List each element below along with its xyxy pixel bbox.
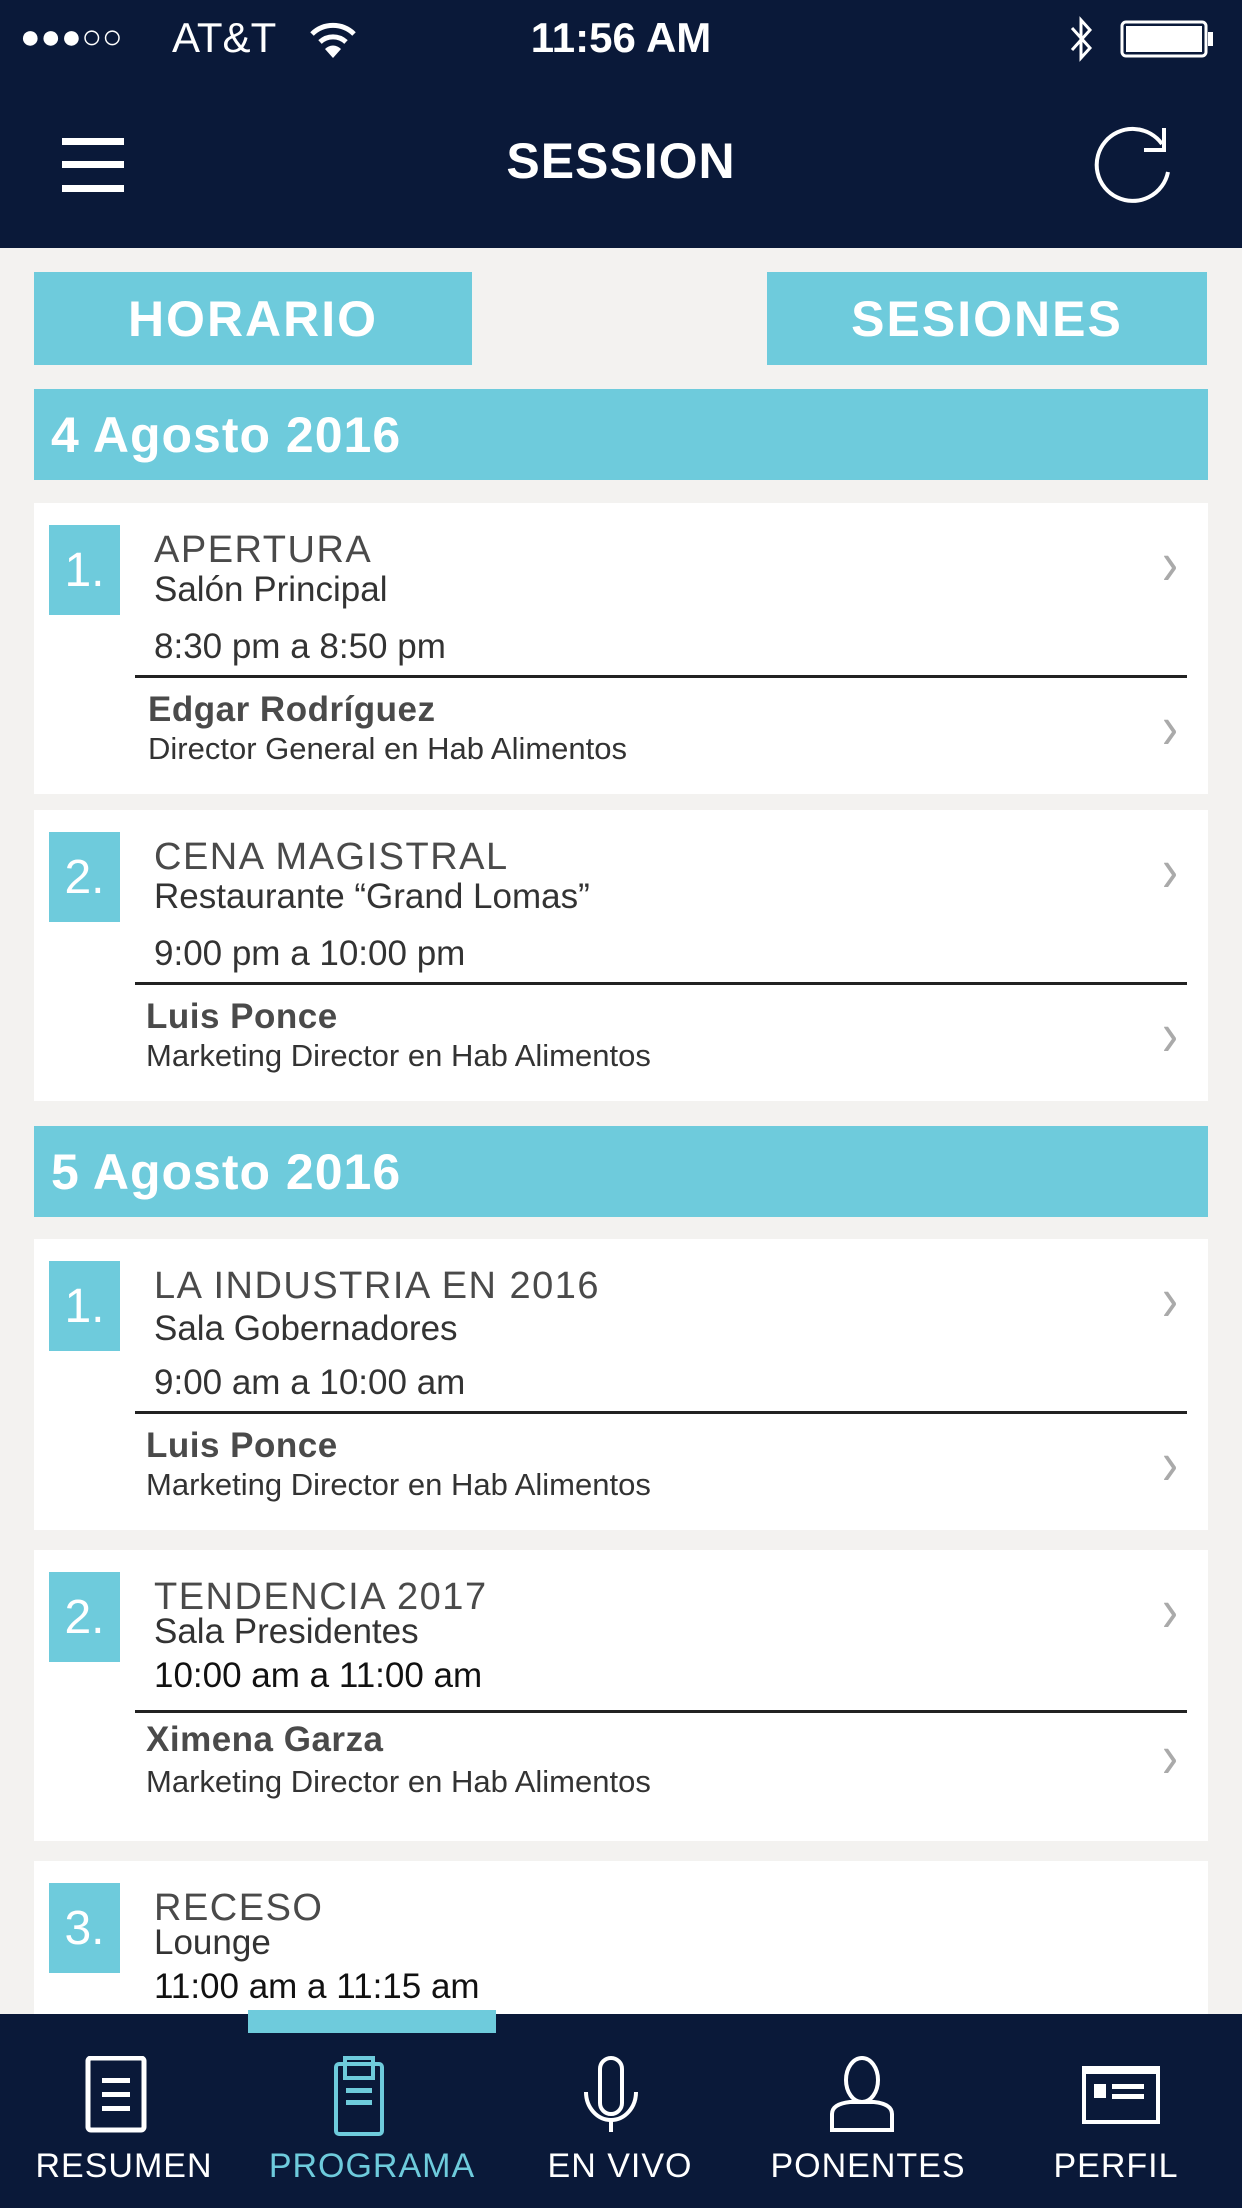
- battery-icon: [1120, 20, 1213, 58]
- session-room: Sala Presidentes: [154, 1612, 419, 1651]
- tab-programa[interactable]: PROGRAMA: [248, 2014, 496, 2208]
- sesiones-button[interactable]: SESIONES: [767, 272, 1207, 365]
- divider: [135, 982, 1187, 985]
- session-number: 1.: [49, 525, 120, 615]
- refresh-icon[interactable]: [1092, 122, 1178, 208]
- chevron-right-icon[interactable]: ›: [1162, 530, 1178, 599]
- tab-perfil[interactable]: PERFIL: [992, 2014, 1240, 2208]
- session-room: Sala Gobernadores: [154, 1309, 458, 1348]
- divider: [135, 1710, 1187, 1713]
- session-card[interactable]: 2. TENDENCIA 2017 Sala Presidentes 10:00…: [34, 1550, 1208, 1841]
- page-title: SESSION: [506, 133, 736, 189]
- status-bar: ●●●○○ AT&T 11:56 AM: [0, 14, 1242, 74]
- person-icon: [830, 2056, 894, 2132]
- session-card[interactable]: 1. LA INDUSTRIA EN 2016 Sala Gobernadore…: [34, 1239, 1208, 1530]
- speaker-role: Marketing Director en Hab Alimentos: [146, 1038, 651, 1073]
- session-time: 9:00 am a 10:00 am: [154, 1363, 466, 1402]
- tab-label: EN VIVO: [547, 2147, 693, 2185]
- signal-icon: ●●●○○: [20, 18, 123, 56]
- tab-resumen[interactable]: RESUMEN: [0, 2014, 248, 2208]
- session-title: APERTURA: [154, 529, 373, 571]
- document-icon: [85, 2056, 147, 2133]
- session-room: Salón Principal: [154, 570, 388, 609]
- carrier: AT&T: [172, 14, 277, 61]
- date-header: 5 Agosto 2016: [34, 1126, 1208, 1217]
- bluetooth-icon: [1070, 16, 1093, 62]
- tab-en-vivo[interactable]: EN VIVO: [496, 2014, 744, 2208]
- session-number: 2.: [49, 1572, 120, 1662]
- speaker-name[interactable]: Ximena Garza: [146, 1720, 384, 1759]
- tab-label: PERFIL: [1053, 2147, 1179, 2185]
- wifi-icon: [310, 22, 356, 58]
- session-card[interactable]: 1. APERTURA Salón Principal 8:30 pm a 8:…: [34, 503, 1208, 794]
- tab-label: RESUMEN: [35, 2147, 213, 2185]
- date-header: 4 Agosto 2016: [34, 389, 1208, 480]
- microphone-icon: [584, 2056, 638, 2132]
- clock: 11:56 AM: [530, 14, 712, 61]
- session-card[interactable]: 3. RECESO Lounge 11:00 am a 11:15 am: [34, 1861, 1208, 2021]
- menu-icon[interactable]: [62, 136, 126, 194]
- speaker-name[interactable]: Luis Ponce: [146, 997, 338, 1036]
- session-time: 10:00 am a 11:00 am: [154, 1656, 483, 1695]
- chevron-right-icon[interactable]: ›: [1162, 1001, 1178, 1070]
- session-title: CENA MAGISTRAL: [154, 836, 509, 878]
- session-card[interactable]: 2. CENA MAGISTRAL Restaurante “Grand Lom…: [34, 810, 1208, 1101]
- chevron-right-icon[interactable]: ›: [1162, 1266, 1178, 1335]
- session-room: Restaurante “Grand Lomas”: [154, 877, 590, 916]
- session-time: 11:00 am a 11:15 am: [154, 1967, 480, 2006]
- active-tab-indicator: [248, 2010, 496, 2033]
- clipboard-icon: [334, 2056, 384, 2136]
- session-time: 8:30 pm a 8:50 pm: [154, 627, 446, 666]
- id-card-icon: [1082, 2066, 1160, 2124]
- divider: [135, 675, 1187, 678]
- session-number: 3.: [49, 1883, 120, 1973]
- tab-label: PROGRAMA: [268, 2147, 476, 2185]
- speaker-role: Director General en Hab Alimentos: [148, 731, 628, 766]
- speaker-name[interactable]: Edgar Rodríguez: [148, 690, 436, 729]
- chevron-right-icon[interactable]: ›: [1162, 1430, 1178, 1499]
- session-number: 2.: [49, 832, 120, 922]
- speaker-name[interactable]: Luis Ponce: [146, 1426, 338, 1465]
- session-time: 9:00 pm a 10:00 pm: [154, 934, 466, 973]
- divider: [135, 1411, 1187, 1414]
- session-title: TENDENCIA 2017: [154, 1576, 488, 1618]
- session-number: 1.: [49, 1261, 120, 1351]
- session-title: RECESO: [154, 1887, 324, 1929]
- tab-bar: RESUMEN PROGRAMA EN VIVO PONENTES PERFIL: [0, 2014, 1242, 2208]
- top-bar: ●●●○○ AT&T 11:56 AM SESSION: [0, 0, 1242, 248]
- speaker-role: Marketing Director en Hab Alimentos: [146, 1467, 651, 1502]
- session-room: Lounge: [154, 1923, 271, 1962]
- speaker-role: Marketing Director en Hab Alimentos: [146, 1764, 651, 1799]
- tab-label: PONENTES: [770, 2147, 966, 2185]
- horario-button[interactable]: HORARIO: [34, 272, 472, 365]
- tab-ponentes[interactable]: PONENTES: [744, 2014, 992, 2208]
- session-title: LA INDUSTRIA EN 2016: [154, 1265, 601, 1307]
- chevron-right-icon[interactable]: ›: [1162, 694, 1178, 763]
- chevron-right-icon[interactable]: ›: [1162, 1577, 1178, 1646]
- chevron-right-icon[interactable]: ›: [1162, 837, 1178, 906]
- chevron-right-icon[interactable]: ›: [1162, 1723, 1178, 1792]
